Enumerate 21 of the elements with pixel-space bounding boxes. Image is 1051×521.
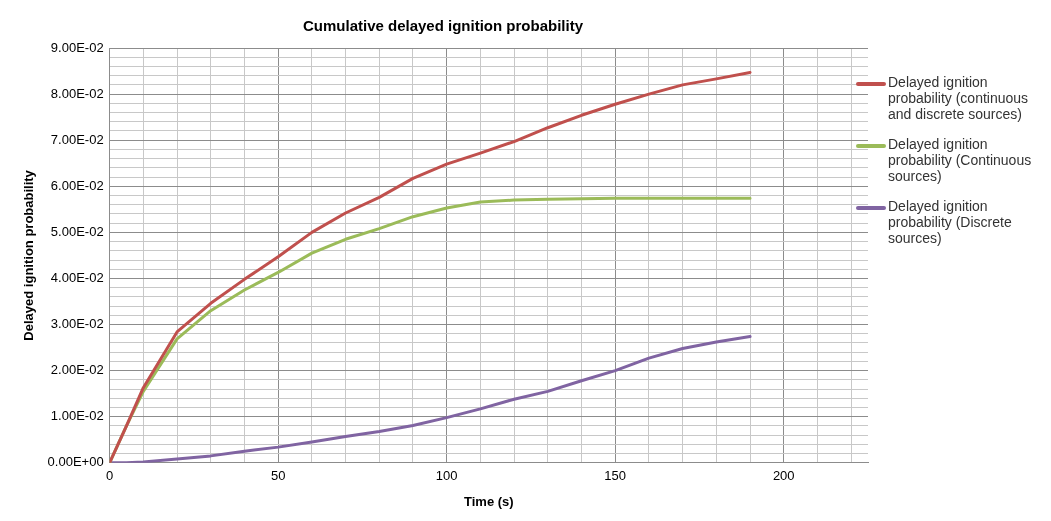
y-tick-label: 5.00E-02 [50,223,104,239]
legend-label: Delayed ignition probability (Discrete sources) [888,198,1013,246]
y-tick-label: 3.00E-02 [50,316,104,332]
chart-title: Cumulative delayed ignition probability [302,17,584,35]
y-tick-label: 9.00E-02 [50,39,104,55]
x-tick-label: 100 [435,468,458,484]
legend-label: Delayed ignition probability (continuous and discrete sources) [888,74,1030,122]
y-tick-label: 4.00E-02 [50,270,104,286]
y-tick-label: 8.00E-02 [50,85,104,101]
y-tick-label: 7.00E-02 [50,131,104,147]
y-axis-title: Delayed ignition probability [21,169,37,341]
x-tick-label: 150 [604,468,627,484]
x-tick-label: 200 [772,468,795,484]
y-tick-label: 6.00E-02 [50,177,104,193]
x-tick-label: 50 [270,468,286,484]
x-tick-label: 0 [106,468,114,484]
y-tick-label: 2.00E-02 [50,362,104,378]
y-tick-label: 0.00E+00 [47,454,104,470]
x-axis-title: Time (s) [464,493,514,509]
legend-label: Delayed ignition probability (Continuous sources) [888,136,1033,184]
y-tick-label: 1.00E-02 [50,408,104,424]
